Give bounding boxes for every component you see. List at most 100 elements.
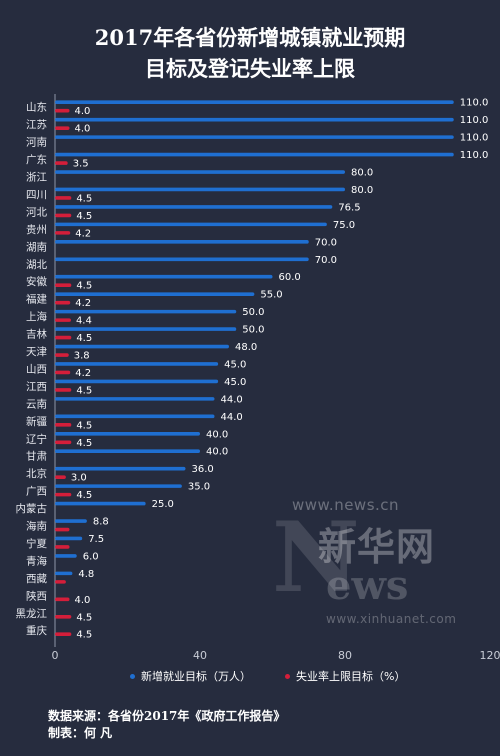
unemployment-bar-22 [55,492,72,497]
data-source: 数据来源：各省份2017年《政府工作报告》 [48,709,286,723]
category-label-23: 内蒙古 [16,502,48,515]
unemployment-bar-30 [55,632,72,637]
employment-bar-0 [55,100,454,105]
employment-bar-17 [55,397,215,401]
unemployment-value-label-15: 4.2 [75,368,91,379]
category-label-3: 广东 [26,153,47,166]
unemployment-bar-0 [55,108,70,113]
employment-value-label-0: 110.0 [460,98,489,109]
employment-bar-1 [55,117,454,122]
unemployment-value-label-6: 4.5 [76,211,92,222]
employment-bar-16 [55,379,219,384]
employment-value-label-25: 7.5 [88,534,104,545]
unemployment-value-label-19: 4.5 [76,438,92,449]
employment-bar-24 [55,519,87,523]
employment-bar-10 [55,274,273,279]
category-label-21: 北京 [26,467,47,480]
legend-item-employment: 新增就业目标（万人） [130,668,251,684]
employment-bar-22 [55,484,182,488]
category-label-5: 四川 [26,189,47,201]
category-label-9: 湖北 [26,259,47,271]
category-label-17: 云南 [26,397,47,410]
legend-label-employment: 新增就业目标（万人） [141,670,251,683]
unemployment-value-label-3: 3.5 [73,159,89,170]
unemployment-bar-27 [55,580,66,584]
x-tick-label-40: 40 [193,649,207,662]
unemployment-bar-10 [55,283,72,288]
employment-bar-27 [55,571,73,576]
employment-bar-19 [55,431,200,436]
employment-value-label-23: 25.0 [152,499,174,510]
employment-bar-7 [55,222,327,227]
unemployment-bar-12 [55,318,71,322]
employment-value-label-20: 40.0 [206,447,228,458]
employment-bar-3 [55,152,454,157]
unemployment-bar-25 [55,545,70,549]
category-label-19: 辽宁 [26,432,47,445]
category-label-10: 安徽 [26,275,47,288]
x-tick-label-80: 80 [338,649,352,662]
employment-value-label-21: 36.0 [192,464,214,475]
unemployment-value-label-28: 4.0 [75,595,91,606]
unemployment-value-label-29: 4.5 [76,612,92,623]
unemployment-bar-5 [55,196,72,200]
employment-bar-5 [55,187,345,192]
unemployment-bar-24 [55,527,70,532]
unemployment-bar-6 [55,213,72,218]
employment-value-label-8: 70.0 [315,237,337,248]
employment-value-label-2: 110.0 [460,133,489,144]
unemployment-bar-16 [55,388,72,392]
unemployment-value-label-21: 3.0 [71,473,87,484]
unemployment-bar-21 [55,475,66,479]
employment-value-label-27: 4.8 [78,569,94,580]
unemployment-value-label-7: 4.2 [75,228,91,239]
unemployment-value-label-13: 4.5 [76,333,92,344]
employment-bar-15 [55,362,219,366]
category-label-6: 河北 [26,206,47,218]
employment-bar-23 [55,501,146,506]
unemployment-value-label-12: 4.4 [76,316,92,327]
category-label-7: 贵州 [26,223,47,236]
category-label-15: 山西 [26,363,47,375]
category-label-18: 新疆 [26,415,47,428]
unemployment-bar-3 [55,161,68,165]
legend-label-unemployment: 失业率上限目标（%） [296,670,406,683]
unemployment-bar-15 [55,370,71,375]
employment-value-label-7: 75.0 [333,220,355,231]
title-line-1: 2017年各省份新增城镇就业预期 [94,25,406,50]
category-label-28: 陕西 [26,589,47,602]
category-label-1: 江苏 [26,118,47,131]
employment-bar-26 [55,554,77,558]
employment-bar-21 [55,466,186,471]
employment-value-label-12: 50.0 [242,307,264,318]
unemployment-value-label-30: 4.5 [76,630,92,641]
employment-value-label-26: 6.0 [83,551,99,562]
category-label-16: 江西 [26,381,47,393]
title-line-2: 目标及登记失业率上限 [145,56,355,81]
unemployment-value-label-14: 3.8 [74,351,90,362]
employment-value-label-3: 110.0 [460,150,489,161]
category-label-4: 浙江 [26,172,47,184]
unemployment-bar-18 [55,423,72,427]
unemployment-bar-28 [55,597,70,602]
employment-value-label-15: 45.0 [224,359,246,370]
category-label-26: 青海 [26,554,47,567]
category-label-22: 广西 [26,486,47,498]
category-label-2: 河南 [26,136,47,149]
employment-bar-6 [55,205,333,209]
unemployment-value-label-5: 4.5 [76,193,92,204]
category-label-0: 山东 [26,101,47,114]
employment-value-label-10: 60.0 [279,272,301,283]
legend-item-unemployment: 失业率上限目标（%） [285,668,405,684]
employment-value-label-24: 8.8 [93,517,109,528]
category-label-8: 湖南 [26,240,47,253]
employment-value-label-1: 110.0 [460,115,489,126]
category-label-24: 海南 [26,520,47,533]
category-label-27: 西藏 [26,573,47,585]
category-label-14: 天津 [26,346,47,358]
employment-value-label-11: 55.0 [260,290,282,301]
category-label-25: 宁夏 [26,537,47,550]
chart-legend: 新增就业目标（万人） 失业率上限目标（%） [130,668,430,684]
unemployment-bar-29 [55,614,72,619]
employment-bar-8 [55,240,309,244]
